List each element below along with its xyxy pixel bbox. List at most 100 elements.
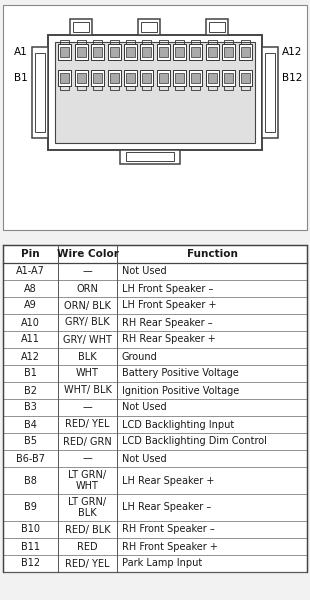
Bar	[192, 47, 201, 57]
Text: B10: B10	[21, 524, 40, 535]
Text: GRY/ WHT: GRY/ WHT	[63, 335, 112, 344]
Bar	[91, 70, 104, 86]
Text: Park Lamp Input: Park Lamp Input	[122, 559, 202, 569]
Bar	[157, 44, 170, 60]
Bar	[58, 70, 71, 86]
Bar	[241, 73, 250, 83]
Text: —: —	[83, 266, 92, 277]
Text: LCD Backlighting Dim Control: LCD Backlighting Dim Control	[122, 437, 267, 446]
Text: Pin: Pin	[21, 249, 40, 259]
Bar	[77, 73, 86, 83]
Text: RED/ BLK: RED/ BLK	[65, 524, 110, 535]
Bar	[265, 53, 275, 132]
Text: Not Used: Not Used	[122, 266, 167, 277]
Text: RH Rear Speaker +: RH Rear Speaker +	[122, 335, 216, 344]
Bar	[126, 47, 135, 57]
Text: BLK: BLK	[78, 352, 97, 361]
Text: B1: B1	[24, 368, 37, 379]
Text: RED: RED	[77, 541, 98, 551]
Text: RH Front Speaker +: RH Front Speaker +	[122, 541, 218, 551]
Text: B4: B4	[24, 419, 37, 430]
Text: A9: A9	[24, 301, 37, 311]
Text: A12: A12	[21, 352, 40, 361]
Text: GRY/ BLK: GRY/ BLK	[65, 317, 110, 328]
Text: LH Rear Speaker –: LH Rear Speaker –	[122, 503, 211, 512]
Bar	[262, 47, 278, 138]
Bar	[138, 19, 160, 35]
Bar	[48, 35, 262, 150]
Text: LH Front Speaker –: LH Front Speaker –	[122, 283, 213, 293]
Bar	[208, 47, 217, 57]
Bar	[3, 245, 307, 572]
Text: Wire Color: Wire Color	[56, 249, 118, 259]
Text: —: —	[83, 454, 92, 463]
Text: RH Rear Speaker –: RH Rear Speaker –	[122, 317, 213, 328]
Text: LCD Backlighting Input: LCD Backlighting Input	[122, 419, 234, 430]
Bar	[109, 47, 118, 57]
Bar	[241, 47, 250, 57]
Bar	[192, 73, 201, 83]
Bar	[109, 73, 118, 83]
Bar	[189, 44, 202, 60]
Text: RED/ GRN: RED/ GRN	[63, 437, 112, 446]
Bar	[77, 47, 86, 57]
Text: WHT: WHT	[76, 368, 99, 379]
Bar	[208, 73, 217, 83]
Bar	[173, 70, 186, 86]
Text: A1-A7: A1-A7	[16, 266, 45, 277]
Text: A1: A1	[14, 47, 28, 57]
Bar	[124, 44, 137, 60]
Bar	[108, 70, 121, 86]
Bar	[224, 47, 233, 57]
Text: B6-B7: B6-B7	[16, 454, 45, 463]
Text: Ignition Positive Voltage: Ignition Positive Voltage	[122, 385, 239, 395]
Text: A8: A8	[24, 283, 37, 293]
Bar	[93, 73, 102, 83]
Text: Not Used: Not Used	[122, 454, 167, 463]
Bar	[93, 47, 102, 57]
Bar	[32, 47, 48, 138]
Bar	[108, 44, 121, 60]
Bar	[91, 44, 104, 60]
Bar	[157, 70, 170, 86]
Bar	[175, 73, 184, 83]
Bar	[206, 19, 228, 35]
Bar	[175, 47, 184, 57]
Text: —: —	[83, 403, 92, 413]
Text: ORN/ BLK: ORN/ BLK	[64, 301, 111, 311]
Bar	[126, 73, 135, 83]
Text: A12: A12	[282, 47, 302, 57]
Bar	[140, 70, 153, 86]
Text: RH Front Speaker –: RH Front Speaker –	[122, 524, 215, 535]
Text: B3: B3	[24, 403, 37, 413]
Bar	[35, 53, 45, 132]
Bar	[58, 44, 71, 60]
Text: B5: B5	[24, 437, 37, 446]
Bar	[173, 44, 186, 60]
Text: A10: A10	[21, 317, 40, 328]
Text: RED/ YEL: RED/ YEL	[65, 559, 110, 569]
Text: B9: B9	[24, 503, 37, 512]
Bar	[142, 73, 151, 83]
Text: Battery Positive Voltage: Battery Positive Voltage	[122, 368, 239, 379]
Text: ORN: ORN	[77, 283, 99, 293]
Text: LT GRN/
BLK: LT GRN/ BLK	[69, 497, 107, 518]
Text: Not Used: Not Used	[122, 403, 167, 413]
Text: RED/ YEL: RED/ YEL	[65, 419, 110, 430]
Text: WHT/ BLK: WHT/ BLK	[64, 385, 111, 395]
Bar	[222, 70, 235, 86]
Text: B2: B2	[24, 385, 37, 395]
Bar	[124, 70, 137, 86]
Bar	[60, 47, 69, 57]
Text: Function: Function	[187, 249, 237, 259]
Bar	[159, 47, 168, 57]
Bar	[73, 22, 89, 32]
Bar	[140, 44, 153, 60]
Bar	[126, 152, 174, 161]
Bar	[224, 73, 233, 83]
Bar	[222, 44, 235, 60]
Bar	[120, 150, 180, 164]
Bar	[206, 44, 219, 60]
Text: B12: B12	[282, 73, 302, 83]
Bar	[55, 42, 255, 143]
